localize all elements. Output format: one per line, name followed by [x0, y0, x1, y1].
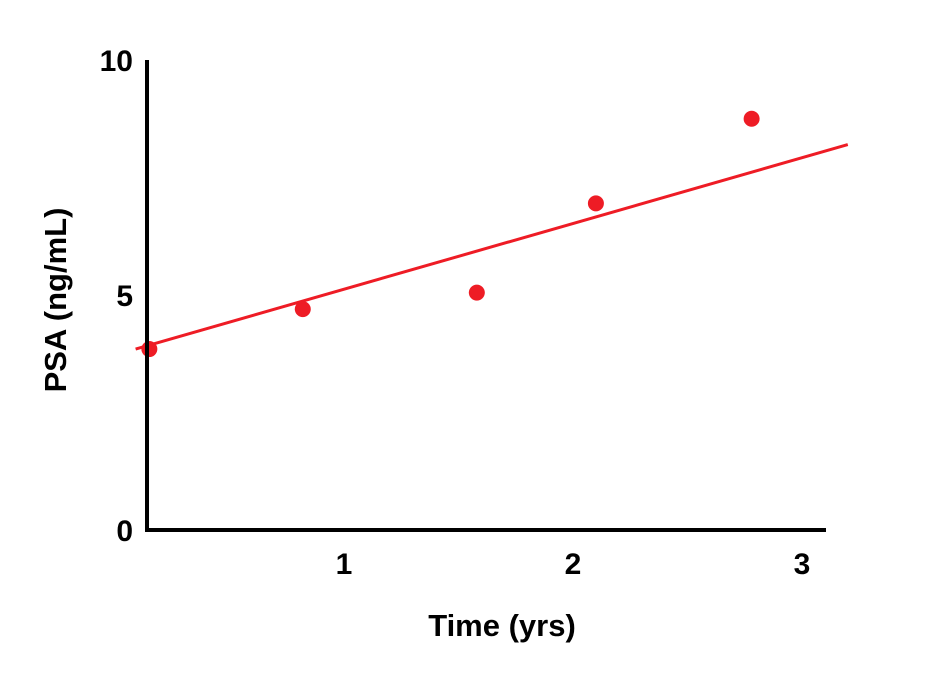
x-tick-label: 1: [336, 548, 353, 581]
y-axis-title: PSA (ng/mL): [38, 208, 73, 393]
y-tick-label: 5: [116, 280, 133, 313]
y-tick-label: 10: [100, 45, 133, 78]
trendline-layer: [135, 143, 849, 351]
x-axis-title: Time (yrs): [428, 608, 576, 643]
x-tick-label: 3: [794, 548, 811, 581]
data-point: [743, 110, 760, 127]
y-tick-labels: 0 5 10: [100, 45, 133, 548]
data-point: [468, 284, 485, 301]
trendline: [135, 143, 849, 351]
x-tick-labels: 1 2 3: [336, 548, 811, 581]
y-tick-label: 0: [116, 515, 133, 548]
data-point: [587, 195, 604, 212]
data-point: [294, 301, 311, 318]
data-point: [141, 341, 158, 358]
x-tick-label: 2: [565, 548, 582, 581]
